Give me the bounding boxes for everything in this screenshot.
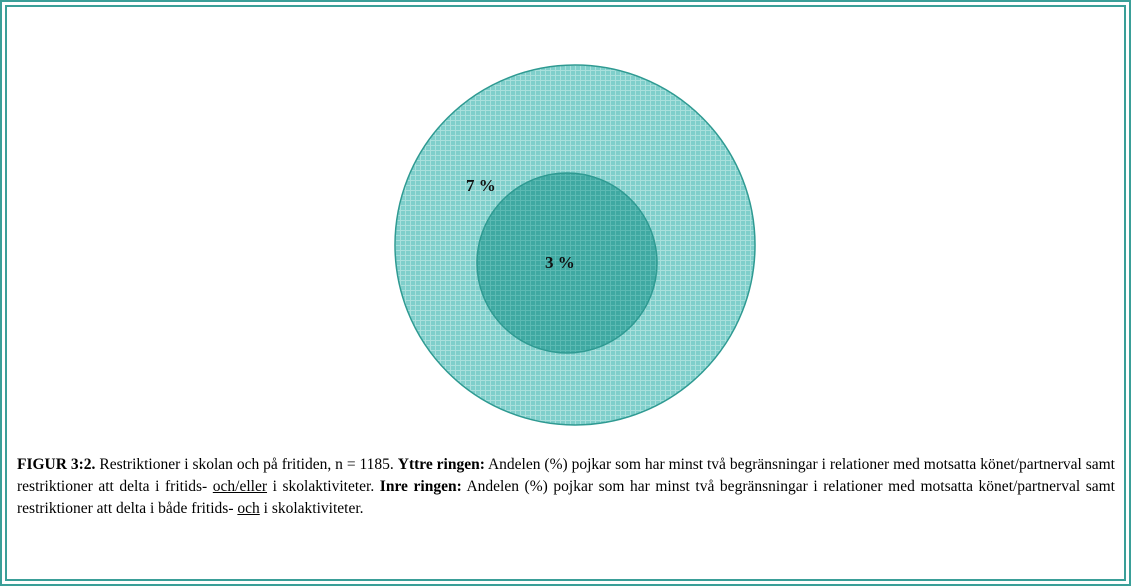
inner-ring <box>476 172 658 354</box>
outer-title: Yttre ringen: <box>397 456 485 473</box>
inner-text: Andelen (%) pojkar som har minst två beg… <box>17 478 1115 517</box>
inner-title: Inre ringen: <box>379 478 462 495</box>
outer-text: i skolaktiviteter. <box>267 478 380 495</box>
caption-intro: Restriktioner i skolan och på fritiden, … <box>95 456 398 473</box>
outer-text: Andelen (%) pojkar som har minst två beg… <box>17 456 1115 495</box>
inner-underlined: och <box>237 500 260 517</box>
inner-text: i skolaktiviteter. <box>259 500 364 517</box>
outer-label: 7 % <box>466 176 496 195</box>
outer-underlined: och/eller <box>212 478 268 495</box>
figure-caption: FIGUR 3:2. Restriktioner i skolan och på… <box>17 454 1115 520</box>
figure-number: FIGUR 3:2. <box>17 456 96 473</box>
inner-label: 3 % <box>545 253 575 272</box>
